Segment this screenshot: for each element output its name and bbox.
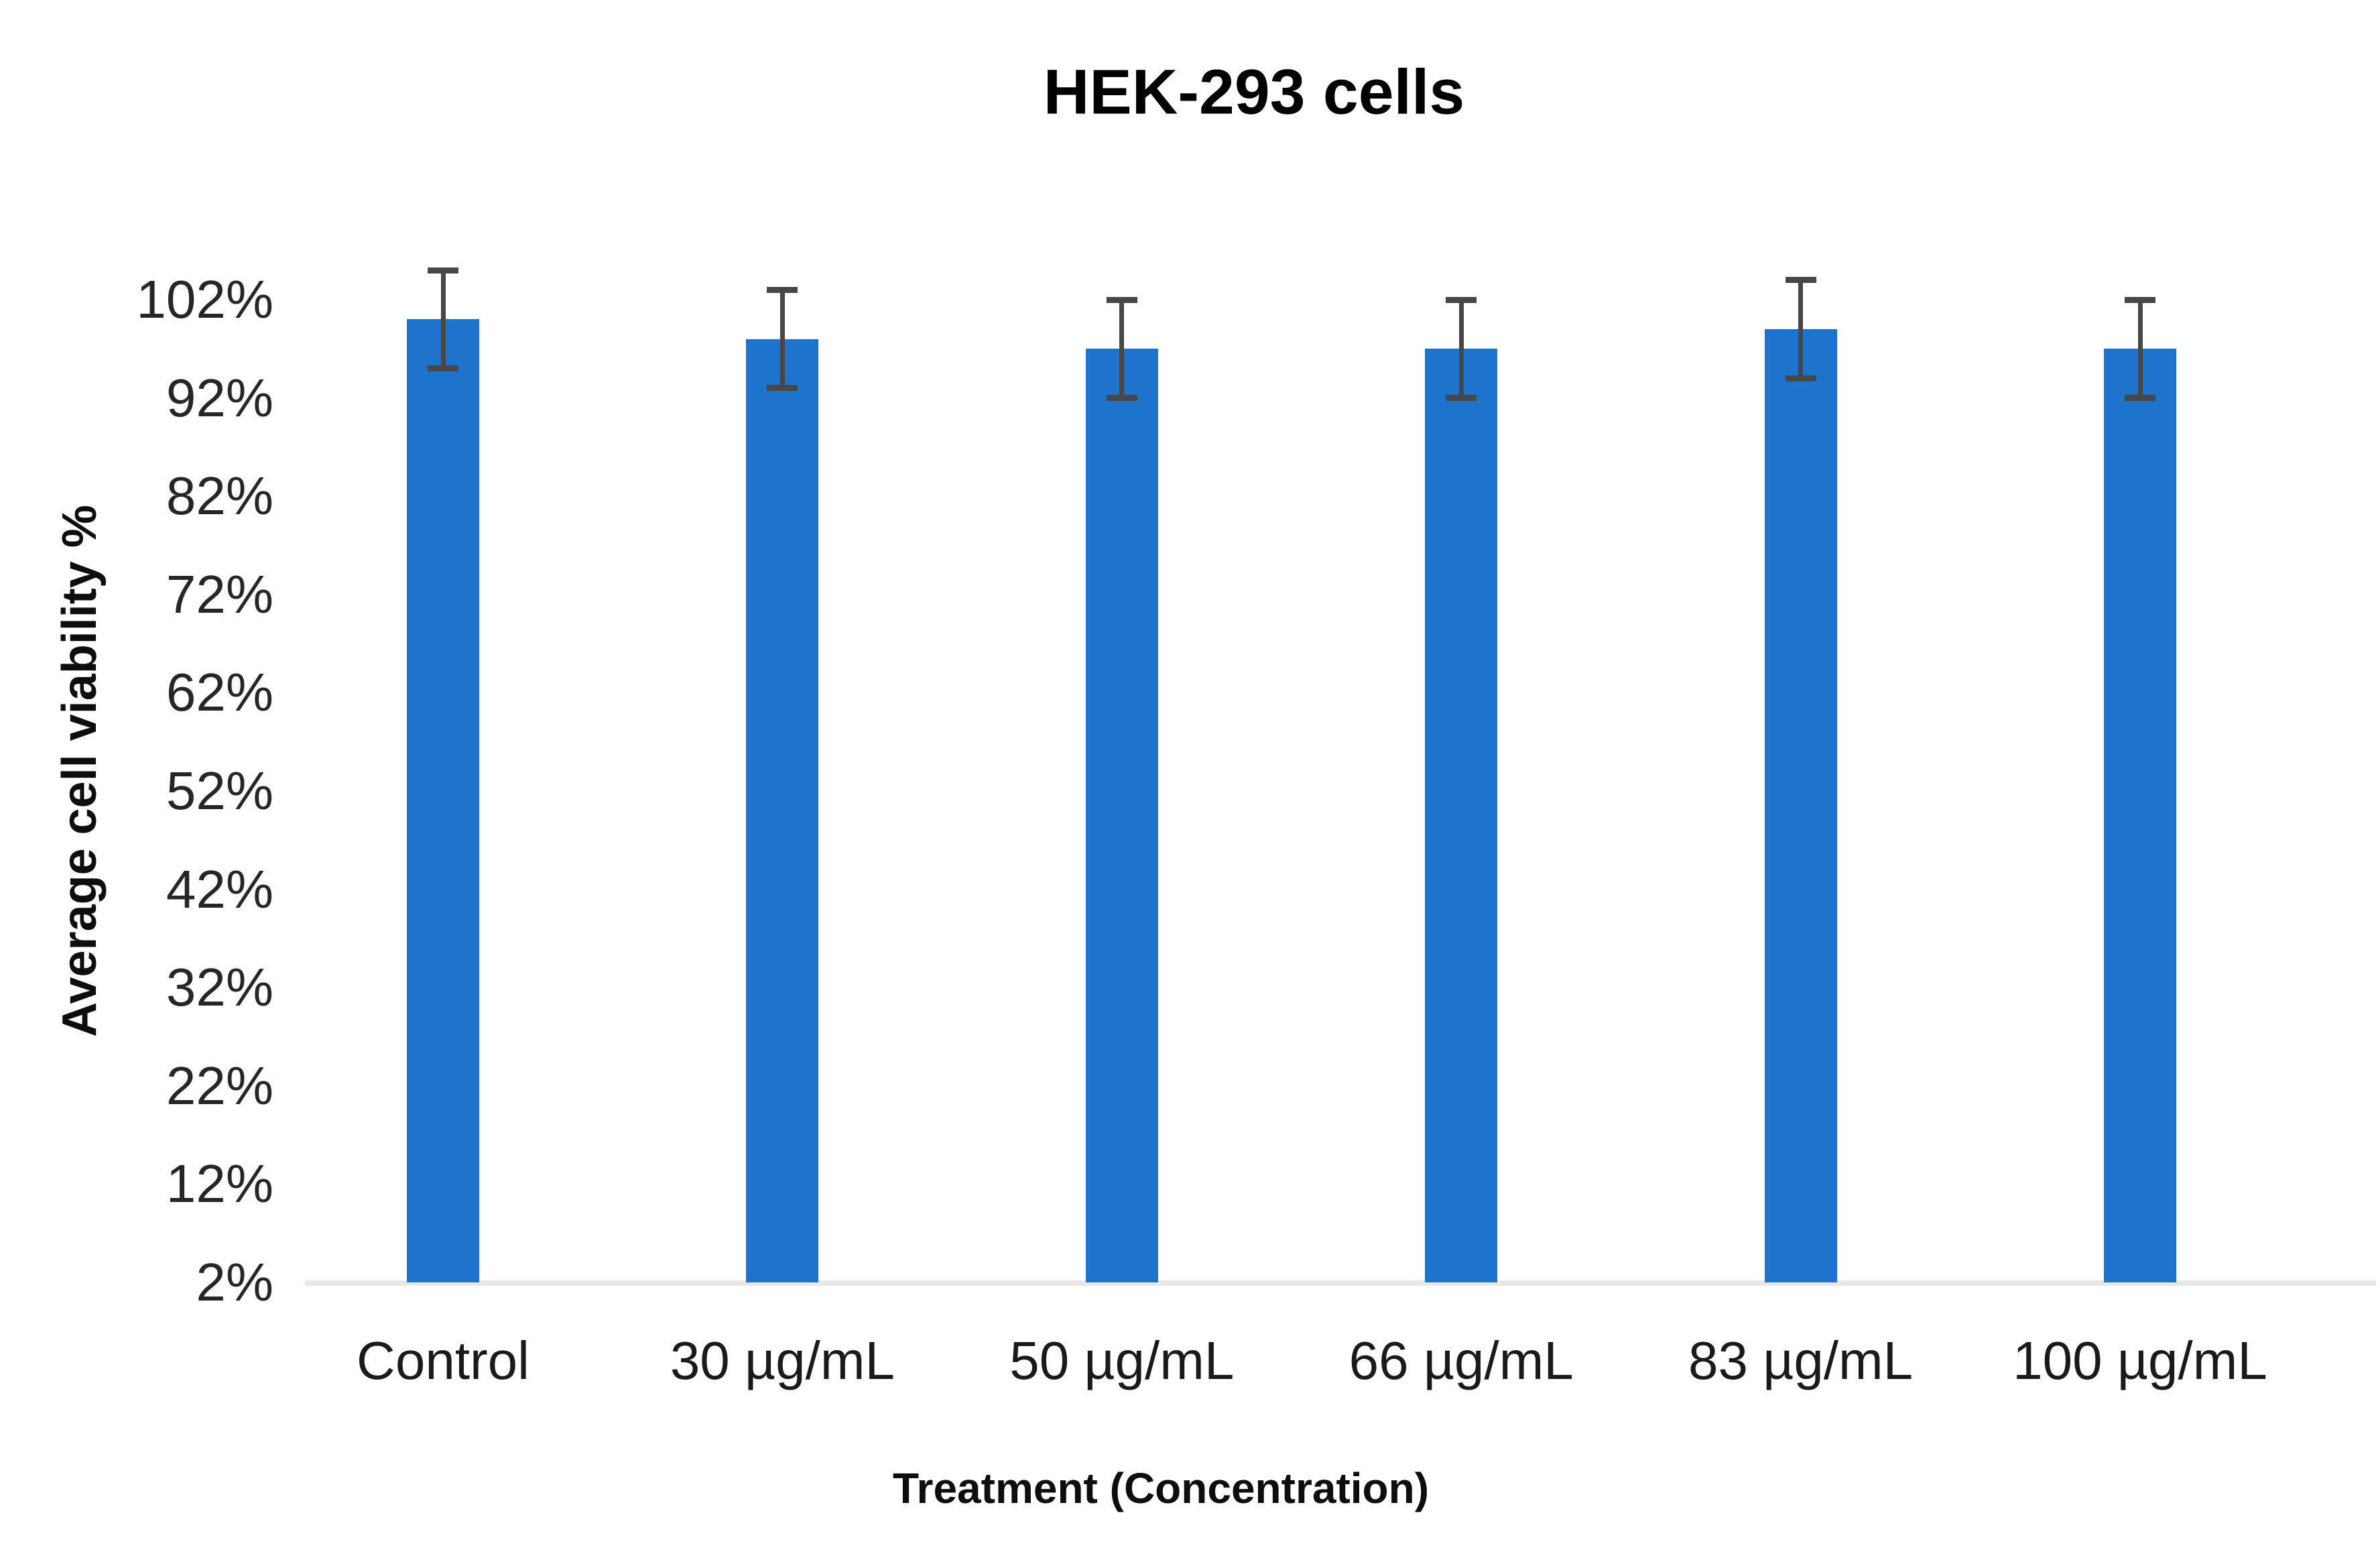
error-bar-line <box>440 270 446 369</box>
error-bar-line <box>2137 300 2143 398</box>
y-tick-label: 92% <box>166 367 273 428</box>
bar <box>746 339 819 1282</box>
chart-title: HEK-293 cells <box>1043 56 1465 128</box>
error-bar-line <box>1798 280 1804 379</box>
x-category-label: 66 µg/mL <box>1349 1331 1574 1390</box>
error-bar-cap-bottom <box>1446 395 1477 402</box>
error-bar-cap-top <box>1106 296 1137 303</box>
error-bar-cap-top <box>428 267 458 274</box>
error-bar-cap-bottom <box>1785 375 1816 381</box>
error-bar-cap-bottom <box>428 365 458 372</box>
x-category-label: 100 µg/mL <box>2013 1331 2267 1390</box>
x-axis-title: Treatment (Concentration) <box>892 1464 1430 1512</box>
bar <box>2104 349 2176 1282</box>
error-bar-cap-bottom <box>1106 395 1137 402</box>
x-category-label: 30 µg/mL <box>670 1331 895 1390</box>
y-tick-label: 52% <box>166 761 273 821</box>
y-tick-label: 82% <box>166 466 273 526</box>
y-tick-label: 32% <box>166 957 273 1018</box>
y-tick-label: 2% <box>196 1252 273 1312</box>
y-tick-label: 42% <box>166 859 273 919</box>
bar <box>1764 328 1837 1282</box>
x-axis-line <box>305 1280 2376 1286</box>
error-bar-cap-top <box>1785 277 1816 284</box>
x-category-label: 83 µg/mL <box>1688 1331 1914 1390</box>
error-bar-line <box>1458 300 1464 398</box>
x-category-label: Control <box>357 1331 529 1390</box>
y-tick-label: 22% <box>166 1055 273 1116</box>
error-bar-cap-top <box>2125 296 2155 303</box>
y-tick-label: 72% <box>166 564 273 624</box>
error-bar-cap-top <box>767 286 798 293</box>
x-category-label: 50 µg/mL <box>1009 1331 1235 1390</box>
error-bar-line <box>1119 300 1125 398</box>
bar <box>1085 349 1158 1282</box>
bar <box>1425 349 1498 1282</box>
y-tick-label: 62% <box>166 662 273 723</box>
bar <box>407 319 479 1282</box>
error-bar-line <box>779 290 785 388</box>
error-bar-cap-top <box>1446 296 1477 303</box>
error-bar-cap-bottom <box>2125 395 2155 402</box>
y-tick-label: 102% <box>136 269 273 329</box>
y-tick-label: 12% <box>166 1154 273 1214</box>
error-bar-cap-bottom <box>767 385 798 392</box>
